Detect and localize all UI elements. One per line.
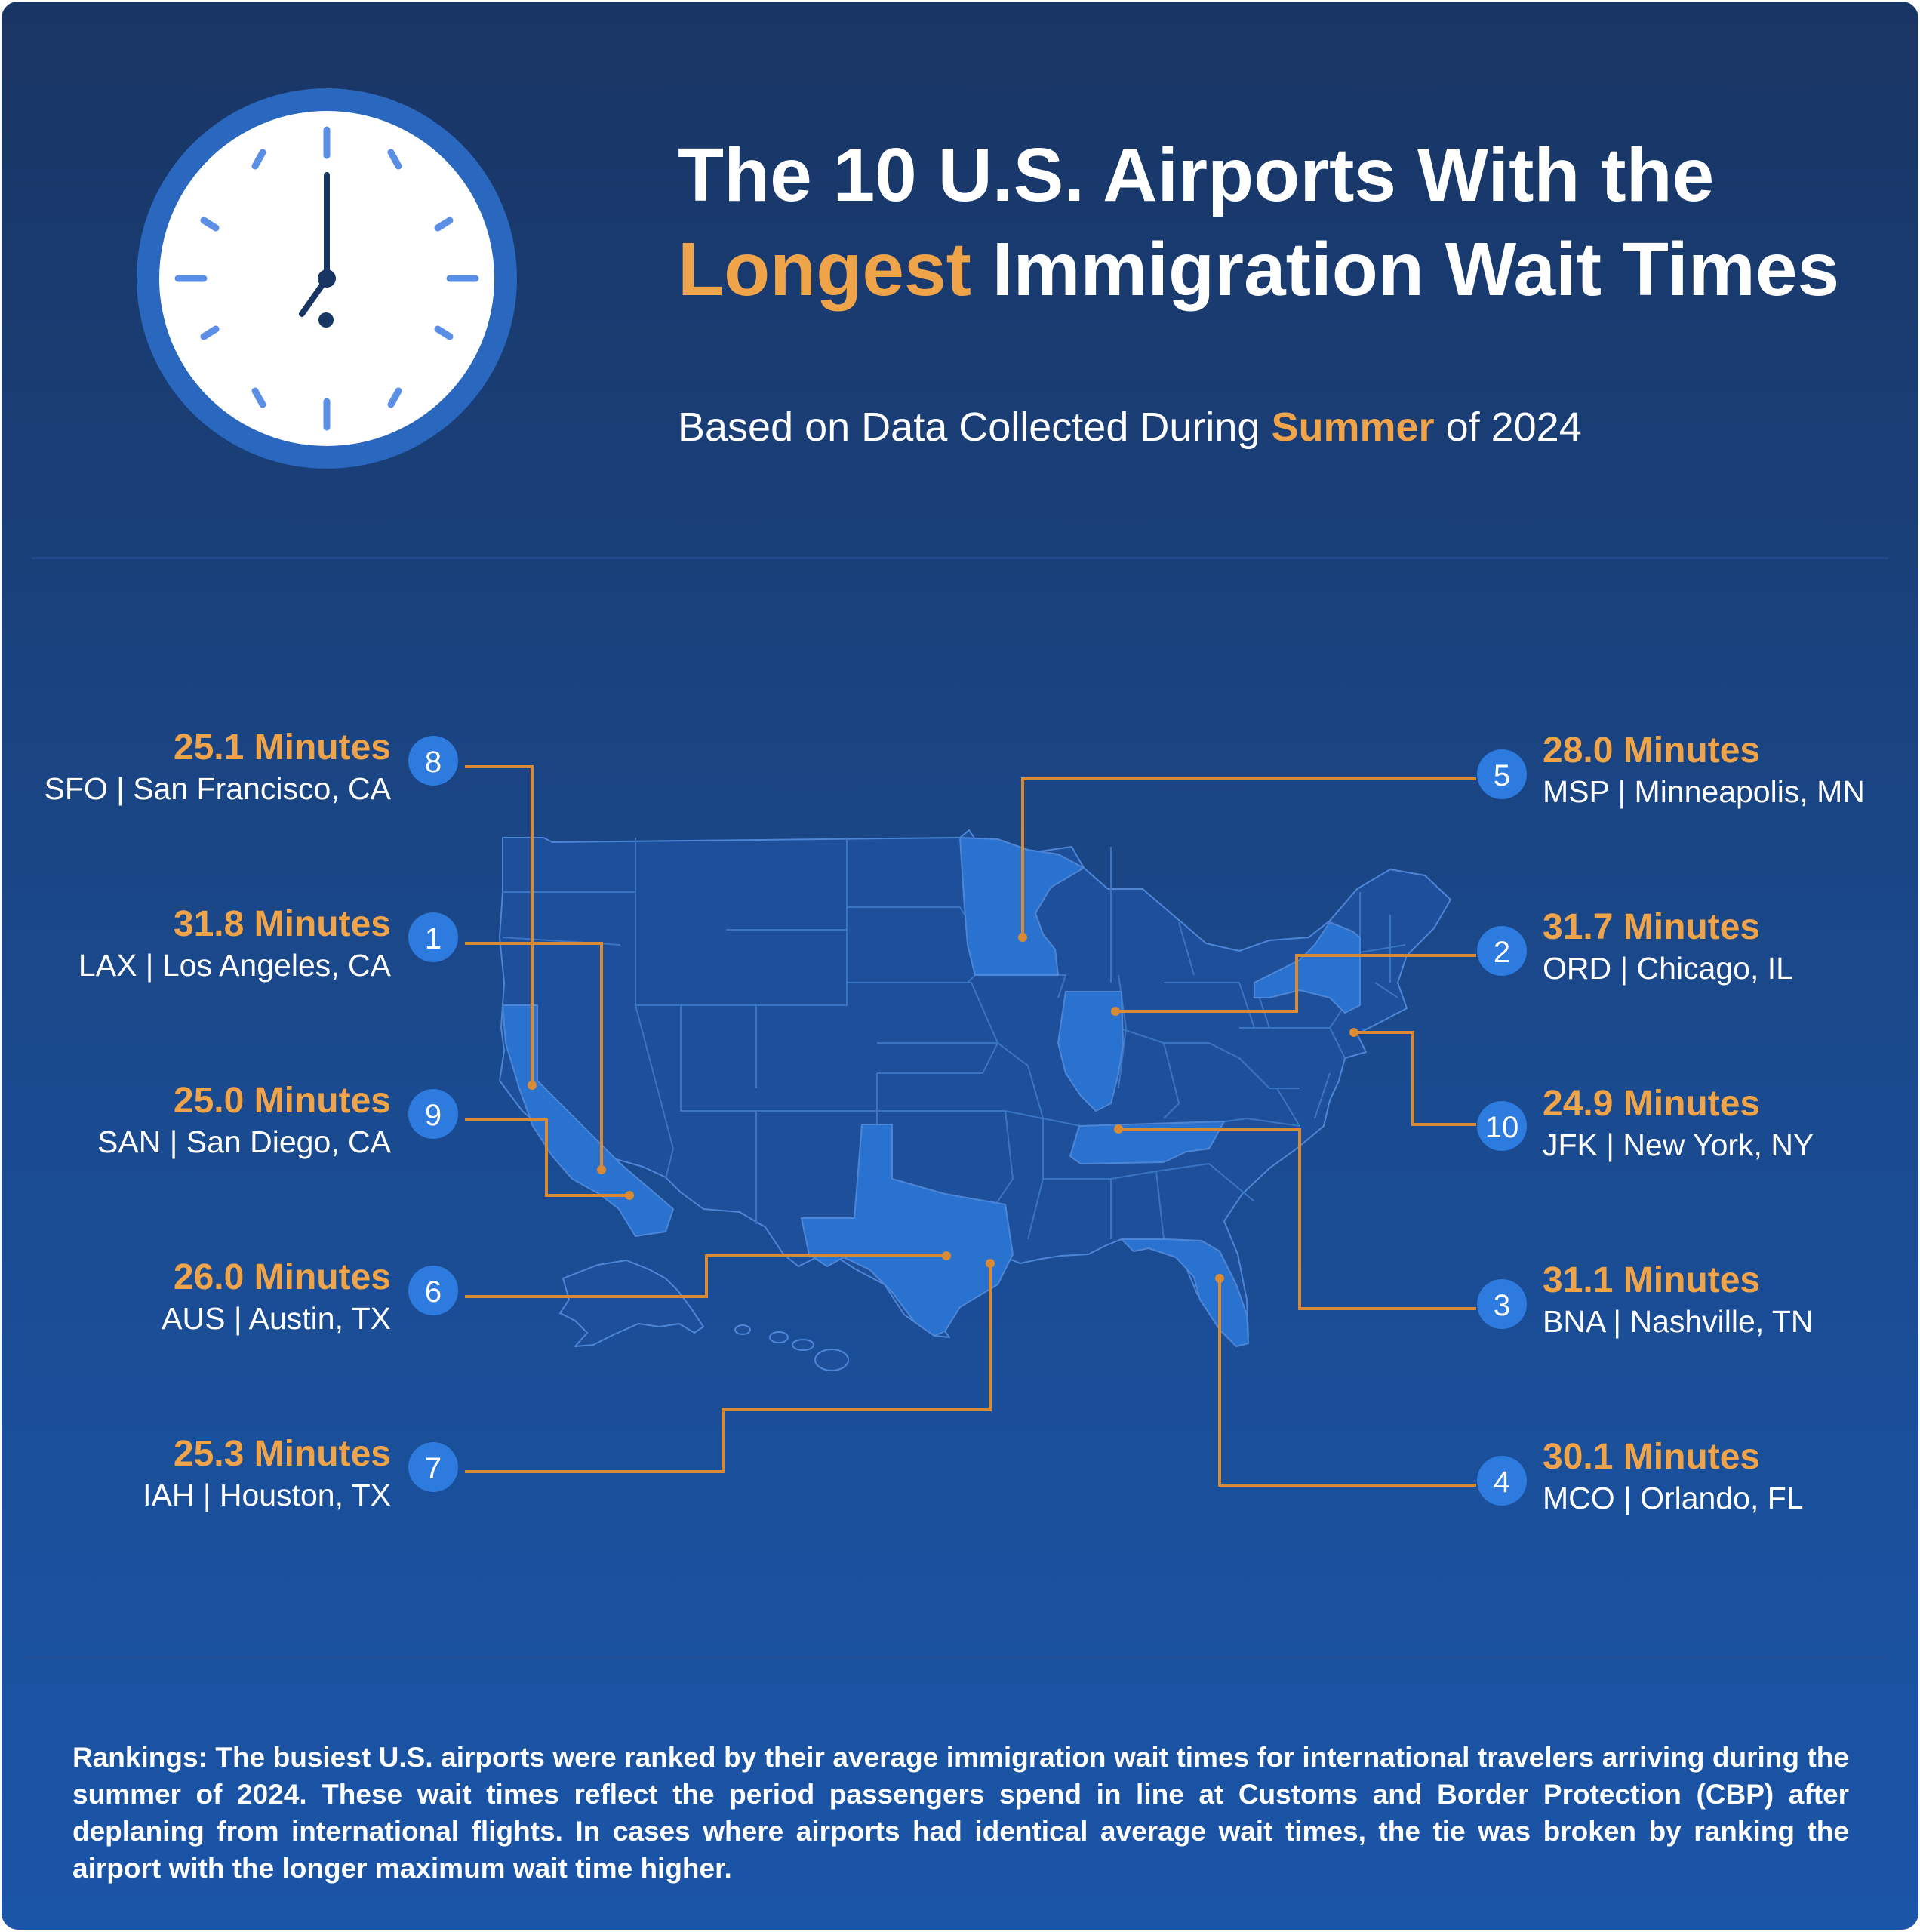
connector-aus	[465, 1254, 946, 1298]
rank-number: 6	[425, 1275, 442, 1309]
airport-label-sfo: 25.1 Minutes SFO | San Francisco, CA	[36, 726, 391, 808]
rank-number: 4	[1494, 1466, 1510, 1499]
connector-bna	[1118, 1128, 1476, 1310]
state-california	[502, 1004, 674, 1237]
wait-time: 26.0 Minutes	[173, 1257, 391, 1297]
airport-name: LAX | Los Angeles, CA	[78, 948, 391, 983]
wait-time: 28.0 Minutes	[1543, 731, 1761, 771]
connector-lines	[465, 765, 1476, 1487]
divider-bottom	[24, 1656, 1888, 1658]
airport-label-lax: 31.8 Minutes LAX | Los Angeles, CA	[36, 903, 391, 984]
connector-iah	[465, 1263, 992, 1473]
rank-number: 10	[1485, 1111, 1519, 1144]
connector-lax	[465, 942, 603, 1170]
rank-badge-sfo: 8	[408, 736, 458, 786]
rank-number: 9	[425, 1099, 442, 1132]
rank-number: 1	[425, 922, 442, 955]
connector-san	[465, 1118, 629, 1197]
state-illinois	[1057, 991, 1124, 1112]
wait-time: 30.1 Minutes	[1543, 1437, 1761, 1477]
wait-time: 31.1 Minutes	[1543, 1260, 1761, 1300]
rank-badge-san: 9	[408, 1089, 458, 1139]
rank-number: 2	[1494, 936, 1510, 969]
wait-time: 25.1 Minutes	[173, 728, 391, 768]
rank-badges: 8 1 9 6 7 5 2 10 3 4	[408, 736, 1527, 1506]
clock-icon	[137, 88, 517, 469]
rank-badge-iah: 7	[408, 1442, 458, 1492]
subtitle-highlight: Summer	[1271, 405, 1435, 450]
rank-badge-mco: 4	[1477, 1456, 1527, 1506]
airport-label-msp: 28.0 Minutes MSP | Minneapolis, MN	[1543, 729, 1897, 811]
state-tennessee	[1069, 1121, 1225, 1164]
connector-sfo	[465, 765, 534, 1085]
rank-badge-msp: 5	[1477, 749, 1527, 799]
airport-name: SAN | San Diego, CA	[97, 1124, 391, 1159]
title-line-1: The 10 U.S. Airports With the	[678, 133, 1715, 217]
airport-name: JFK | New York, NY	[1543, 1128, 1814, 1162]
state-florida	[1121, 1238, 1249, 1347]
airport-label-ord: 31.7 Minutes ORD | Chicago, IL	[1543, 906, 1897, 987]
title-line-2: Longest Immigration Wait Times	[678, 224, 1839, 315]
airport-name: SFO | San Francisco, CA	[44, 771, 391, 806]
rank-number: 5	[1494, 759, 1510, 792]
rank-badge-jfk: 10	[1477, 1101, 1527, 1151]
rank-number: 3	[1494, 1289, 1510, 1322]
airport-label-aus: 26.0 Minutes AUS | Austin, TX	[36, 1256, 391, 1337]
alaska-shape	[559, 1260, 704, 1347]
airport-label-bna: 31.1 Minutes BNA | Nashville, TN	[1543, 1259, 1897, 1340]
connector-mco	[1218, 1278, 1476, 1487]
connector-msp	[1021, 777, 1476, 937]
subtitle: Based on Data Collected During Summer of…	[678, 403, 1582, 451]
connector-ord	[1115, 954, 1476, 1013]
airport-name: IAH | Houston, TX	[143, 1478, 391, 1512]
rank-number: 8	[425, 746, 442, 779]
airport-name: BNA | Nashville, TN	[1543, 1304, 1814, 1339]
airport-name: AUS | Austin, TX	[162, 1301, 391, 1336]
rankings-note: Rankings: The busiest U.S. airports were…	[72, 1742, 1849, 1884]
rank-badge-lax: 1	[408, 912, 458, 962]
us-map: 8 1 9 6 7 5 2 10 3 4	[408, 736, 1527, 1506]
title-rest: Immigration Wait Times	[971, 227, 1840, 312]
us-map-outline	[499, 829, 1451, 1347]
subtitle-before: Based on Data Collected During	[678, 405, 1272, 450]
rank-badge-aus: 6	[408, 1266, 458, 1315]
wait-time: 31.8 Minutes	[173, 904, 391, 944]
airport-name: ORD | Chicago, IL	[1543, 951, 1793, 986]
connector-jfk	[1354, 1031, 1476, 1126]
divider-top	[32, 557, 1888, 559]
airport-label-iah: 25.3 Minutes IAH | Houston, TX	[36, 1432, 391, 1514]
connector-dots	[528, 933, 1358, 1283]
rank-number: 7	[425, 1452, 442, 1485]
wait-time: 25.3 Minutes	[173, 1434, 391, 1474]
airport-name: MCO | Orlando, FL	[1543, 1481, 1804, 1515]
rank-badge-ord: 2	[1477, 926, 1527, 976]
airport-label-jfk: 24.9 Minutes JFK | New York, NY	[1543, 1082, 1897, 1164]
wait-time: 25.0 Minutes	[173, 1081, 391, 1121]
airport-label-mco: 30.1 Minutes MCO | Orlando, FL	[1543, 1435, 1897, 1517]
hawaii-shapes	[734, 1324, 849, 1371]
rank-badge-bna: 3	[1477, 1279, 1527, 1329]
airport-name: MSP | Minneapolis, MN	[1543, 774, 1865, 809]
title-highlight: Longest	[678, 227, 971, 312]
subtitle-after: of 2024	[1434, 405, 1582, 450]
wait-time: 31.7 Minutes	[1543, 907, 1761, 947]
state-new-york	[1254, 921, 1361, 1014]
airport-label-san: 25.0 Minutes SAN | San Diego, CA	[36, 1079, 391, 1161]
wait-time: 24.9 Minutes	[1543, 1084, 1761, 1124]
